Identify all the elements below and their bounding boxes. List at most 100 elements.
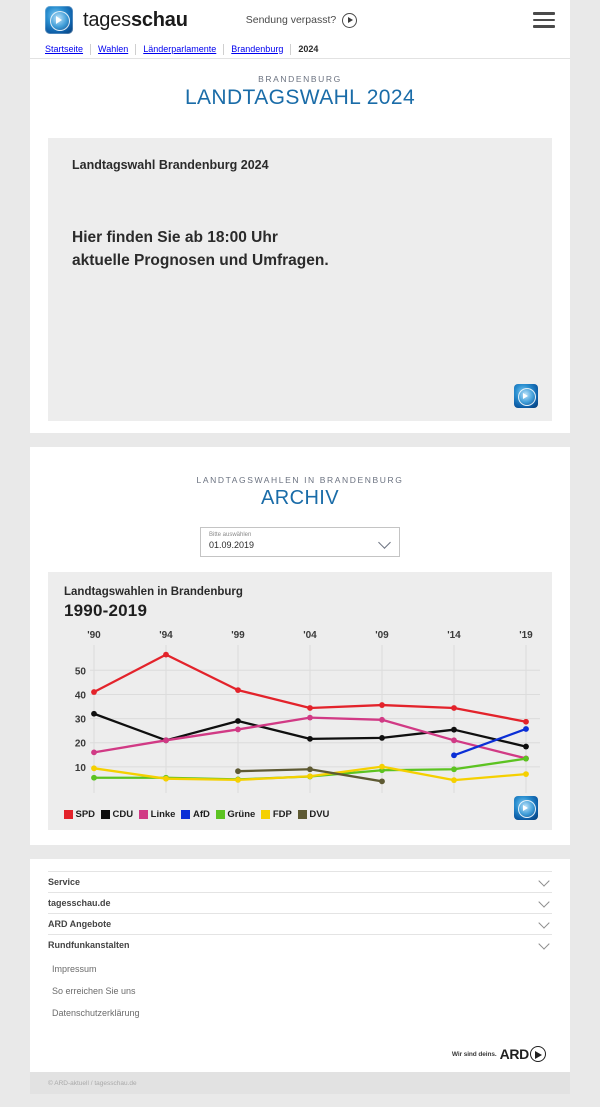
footer-link-datenschutz[interactable]: Datenschutzerklärung	[52, 1008, 140, 1019]
tagesschau-globe-icon	[514, 384, 538, 409]
footer-accordion-tagesschau-de[interactable]: tagesschau.de	[48, 892, 552, 913]
brand-row: tagesschau Sendung verpasst?	[30, 0, 570, 40]
svg-text:20: 20	[75, 739, 87, 750]
legend-item-fdp: FDP	[261, 809, 292, 820]
archive-section: LANDTAGSWAHLEN IN BRANDENBURG ARCHIV Bit…	[30, 447, 570, 558]
legend-swatch	[297, 810, 307, 820]
teaser-headline-line2: aktuelle Prognosen und Umfragen.	[72, 252, 329, 270]
chart-subtitle: Landtagswahlen in Brandenburg	[64, 586, 243, 599]
legend-label: FDP	[272, 809, 292, 821]
chevron-down-icon[interactable]	[538, 874, 550, 887]
chart-canvas: 10 20 30 40 50 '90 '94 '99 '04 '09 '14 '19	[75, 630, 540, 794]
legend-swatch	[101, 810, 111, 820]
accordion-label: Service	[48, 877, 81, 888]
archive-sheet: LANDTAGSWAHLEN IN BRANDENBURG ARCHIV Bit…	[30, 447, 570, 846]
accordion-label: Rundfunkanstalten	[48, 940, 130, 951]
teaser-headline: Hier finden Sie ab 18:00 Uhr aktuelle Pr…	[72, 226, 329, 273]
play-icon[interactable]	[342, 12, 358, 28]
legend-label: AfD	[192, 809, 210, 821]
svg-text:'90: '90	[87, 630, 101, 641]
footer-accordion-rundfunkanstalten[interactable]: Rundfunkanstalten	[48, 934, 552, 955]
chevron-down-icon[interactable]	[538, 916, 550, 929]
teaser-wrapper: Landtagswahl Brandenburg 2024 Hier finde…	[30, 124, 570, 434]
teaser-headline-line1: Hier finden Sie ab 18:00 Uhr	[72, 229, 278, 247]
archive-select-wrapper: Bitte auswählen 01.09.2019	[30, 527, 570, 558]
svg-text:10: 10	[75, 763, 87, 774]
select-floating-label: Bitte auswählen	[209, 532, 252, 539]
chart-card: Landtagswahlen in Brandenburg 1990-2019 …	[48, 572, 552, 831]
ard-wordmark: ARD	[499, 1046, 530, 1063]
election-date-select[interactable]: Bitte auswählen 01.09.2019	[200, 527, 400, 558]
chevron-down-icon[interactable]	[538, 895, 550, 908]
legend-label: DVU	[309, 809, 330, 821]
accordion-label: tagesschau.de	[48, 898, 111, 909]
svg-text:'09: '09	[375, 630, 389, 641]
breadcrumb-item-wahlen[interactable]: Wahlen	[90, 43, 135, 55]
hero-kicker: BRANDENBURG	[258, 74, 342, 84]
teaser-title: Landtagswahl Brandenburg 2024	[72, 158, 269, 173]
sendung-verpasst-label: Sendung verpasst?	[245, 14, 337, 26]
tagesschau-globe-icon[interactable]	[45, 6, 73, 34]
breadcrumb-item-2024: 2024	[290, 43, 325, 55]
legend-swatch	[139, 810, 149, 820]
archive-kicker: LANDTAGSWAHLEN IN BRANDENBURG	[196, 475, 404, 486]
chart-legend: SPD CDU Linke AfD Grüne FDP DVU	[64, 809, 536, 820]
footer-link-kontakt[interactable]: So erreichen Sie uns	[52, 986, 136, 997]
copyright-bar: © ARD-aktuell / tagesschau.de	[30, 1072, 570, 1095]
legend-swatch	[215, 810, 225, 820]
breadcrumb-item-laenderparlamente[interactable]: Länderparlamente	[135, 43, 223, 55]
archive-title: ARCHIV	[261, 487, 339, 510]
chart-card-wrapper: Landtagswahlen in Brandenburg 1990-2019 …	[30, 557, 570, 846]
site-header: tagesschau Sendung verpasst? Startseite …	[30, 0, 570, 60]
wordmark-bold: schau	[130, 8, 188, 31]
svg-text:30: 30	[75, 715, 87, 726]
legend-swatch	[261, 810, 271, 820]
footer-link-impressum[interactable]: Impressum	[52, 964, 97, 975]
legend-item-spd: SPD	[64, 809, 95, 820]
legend-swatch	[181, 810, 191, 820]
header-sheet: tagesschau Sendung verpasst? Startseite …	[30, 0, 570, 434]
ard-claim-text: Wir sind deins.	[451, 1050, 497, 1058]
breadcrumb: Startseite Wahlen Länderparlamente Brand…	[30, 40, 570, 59]
legend-label: SPD	[75, 809, 96, 821]
accordion-label: ARD Angebote	[48, 919, 112, 930]
section-gap-2	[0, 845, 600, 860]
ard-logo: Wir sind deins. ARD	[48, 1030, 552, 1072]
select-selected-value: 01.09.2019	[209, 540, 255, 551]
ard-play-circle-icon	[530, 1046, 546, 1063]
footer-sheet: Service tagesschau.de ARD Angebote Rundf…	[30, 859, 570, 1095]
sendung-verpasst-link[interactable]: Sendung verpasst?	[245, 12, 358, 28]
site-footer: Service tagesschau.de ARD Angebote Rundf…	[30, 859, 570, 1073]
footer-links: Impressum So erreichen Sie uns Datenschu…	[48, 955, 552, 1030]
breadcrumb-item-startseite[interactable]: Startseite	[45, 43, 84, 54]
teaser-card[interactable]: Landtagswahl Brandenburg 2024 Hier finde…	[48, 138, 552, 422]
legend-item-cdu: CDU	[101, 809, 133, 820]
svg-text:50: 50	[75, 666, 87, 677]
legend-item-dvu: DVU	[297, 809, 330, 821]
line-chart: 10 20 30 40 50 '90 '94 '99 '04 '09 '14 '19	[64, 629, 540, 805]
section-gap	[0, 433, 600, 448]
svg-text:'19: '19	[519, 630, 533, 641]
legend-label: Grüne	[227, 809, 256, 821]
svg-text:'04: '04	[303, 630, 317, 641]
chart-heading: 1990-2019	[64, 601, 148, 621]
svg-text:40: 40	[75, 691, 87, 702]
chevron-down-icon[interactable]	[538, 937, 550, 950]
hamburger-menu-icon[interactable]	[533, 12, 555, 28]
hero-title-block: BRANDENBURG LANDTAGSWAHL 2024	[30, 60, 570, 110]
copyright-text: © ARD-aktuell / tagesschau.de	[48, 1079, 137, 1087]
legend-label: CDU	[112, 809, 134, 821]
wordmark-light: tages	[83, 8, 131, 31]
svg-text:'14: '14	[447, 630, 461, 641]
svg-text:'94: '94	[159, 630, 173, 641]
breadcrumb-item-brandenburg[interactable]: Brandenburg	[223, 43, 290, 55]
legend-item-grüne: Grüne	[215, 809, 256, 821]
svg-text:'99: '99	[231, 630, 245, 641]
site-wordmark[interactable]: tagesschau	[83, 9, 188, 32]
page-title: LANDTAGSWAHL 2024	[184, 86, 416, 109]
legend-item-afd: AfD	[181, 809, 210, 821]
footer-accordion-ard-angebote[interactable]: ARD Angebote	[48, 913, 552, 934]
footer-accordion-service[interactable]: Service	[48, 871, 552, 892]
legend-swatch	[64, 810, 73, 820]
